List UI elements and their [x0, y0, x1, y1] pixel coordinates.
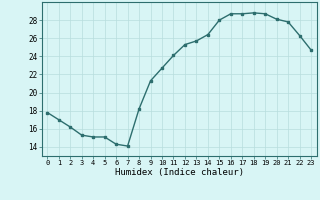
X-axis label: Humidex (Indice chaleur): Humidex (Indice chaleur)	[115, 168, 244, 177]
